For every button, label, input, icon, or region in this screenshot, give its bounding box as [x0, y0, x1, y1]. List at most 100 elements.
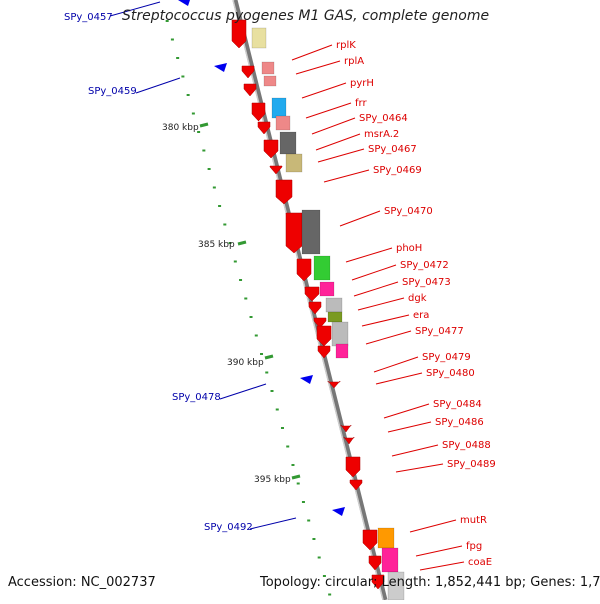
right-leader [295, 60, 341, 75]
right-leader [375, 372, 423, 385]
gene-block [261, 61, 275, 75]
right-gene-label: rplA [344, 56, 364, 67]
right-gene-label: SPy_0470 [384, 206, 433, 217]
map-title: Streptococcus pyogenes M1 GAS, complete … [122, 8, 490, 24]
scale-dot [244, 297, 248, 300]
gene-arrow [327, 380, 341, 389]
gene-arrow [368, 555, 382, 571]
scale-dot [239, 279, 243, 281]
left-leader [109, 1, 161, 17]
gene-block [285, 153, 303, 173]
scale-dot [207, 168, 211, 170]
right-leader [351, 264, 397, 281]
scale-dot [291, 464, 295, 466]
right-leader [415, 545, 463, 557]
scale-dot [186, 94, 190, 96]
gene-arrow [343, 436, 355, 445]
scale-dot [212, 186, 216, 189]
gene-arrow [349, 479, 363, 491]
gene-block [271, 97, 287, 119]
label-leaders [109, 1, 465, 571]
kbp-label: 385 kbp [198, 240, 235, 250]
kbp-label: 390 kbp [227, 358, 264, 368]
gene-block [313, 255, 331, 281]
right-leader [301, 82, 347, 99]
right-gene-label: SPy_0480 [426, 368, 475, 379]
gene-block [275, 115, 291, 131]
major-tick [291, 474, 301, 480]
right-leader [353, 281, 399, 297]
gene-block [301, 209, 321, 255]
right-gene-label: SPy_0464 [359, 113, 408, 124]
scale-dot [249, 316, 253, 318]
scale-dot [197, 131, 201, 133]
scale-dot [233, 260, 237, 263]
major-tick [264, 354, 274, 360]
gene-arrow [241, 65, 255, 79]
gene-arrow [296, 258, 312, 282]
gene-arrow [275, 179, 293, 205]
left-gene-label: SPy_0459 [88, 86, 137, 97]
right-gene-label: SPy_0489 [447, 459, 496, 470]
right-leader [383, 403, 430, 419]
right-gene-label: dgk [408, 293, 427, 304]
gene-arrow [231, 19, 247, 49]
right-leader [419, 561, 465, 571]
right-gene-label: SPy_0467 [368, 144, 417, 155]
major-tick [237, 240, 247, 246]
left-gene-label: SPy_0492 [204, 522, 253, 533]
gene-arrow [304, 286, 320, 302]
kbp-label: 380 kbp [162, 123, 199, 133]
right-gene-label: SPy_0486 [435, 417, 484, 428]
blue-marker [214, 63, 227, 72]
gene-block [335, 343, 349, 359]
scale-ticks: 380 kbp 385 kbp 390 kbp 395 kbp [162, 20, 332, 596]
right-gene-label: frr [355, 98, 367, 109]
blue-marker [300, 375, 313, 384]
gene-arrow [263, 139, 279, 159]
right-gene-label: pyrH [350, 78, 374, 89]
gene-arrow [317, 345, 331, 359]
gene-block [331, 321, 349, 347]
left-leader [219, 383, 267, 400]
scale-dot [312, 538, 316, 540]
scale-dot [307, 519, 311, 522]
scale-dot [328, 593, 332, 596]
right-gene-label: SPy_0488 [442, 440, 491, 451]
scale-dot [181, 75, 185, 78]
scale-dot [275, 408, 279, 411]
right-gene-label: SPy_0484 [433, 399, 482, 410]
right-leader [315, 133, 361, 151]
gene-block [381, 547, 399, 573]
gene-arrow [340, 424, 352, 433]
gene-arrow [257, 121, 271, 135]
gene-arrow [313, 317, 327, 329]
kbp-label: 395 kbp [254, 475, 291, 485]
right-leader [357, 297, 405, 311]
scale-dot [260, 353, 264, 355]
right-leader [365, 330, 412, 345]
blue-marker [178, 0, 190, 6]
right-gene-label: era [413, 310, 429, 321]
gene-arrow [308, 301, 322, 315]
left-gene-label: SPy_0478 [172, 392, 221, 403]
right-leader [323, 169, 370, 183]
gene-features [178, 0, 405, 601]
gene-block [319, 281, 335, 297]
right-gene-label: SPy_0472 [400, 260, 449, 271]
left-gene-label: SPy_0457 [64, 12, 113, 23]
scale-dot [317, 556, 321, 559]
gene-arrow [316, 325, 332, 347]
left-leader [135, 77, 181, 94]
scale-dot [218, 205, 222, 207]
right-leader [409, 519, 457, 533]
scale-dot [191, 112, 195, 115]
major-tick [199, 122, 209, 128]
right-leader [311, 117, 356, 135]
scale-dot [254, 334, 258, 337]
right-gene-label: fpg [466, 541, 482, 552]
right-leader [339, 210, 381, 227]
right-gene-label: SPy_0477 [415, 326, 464, 337]
